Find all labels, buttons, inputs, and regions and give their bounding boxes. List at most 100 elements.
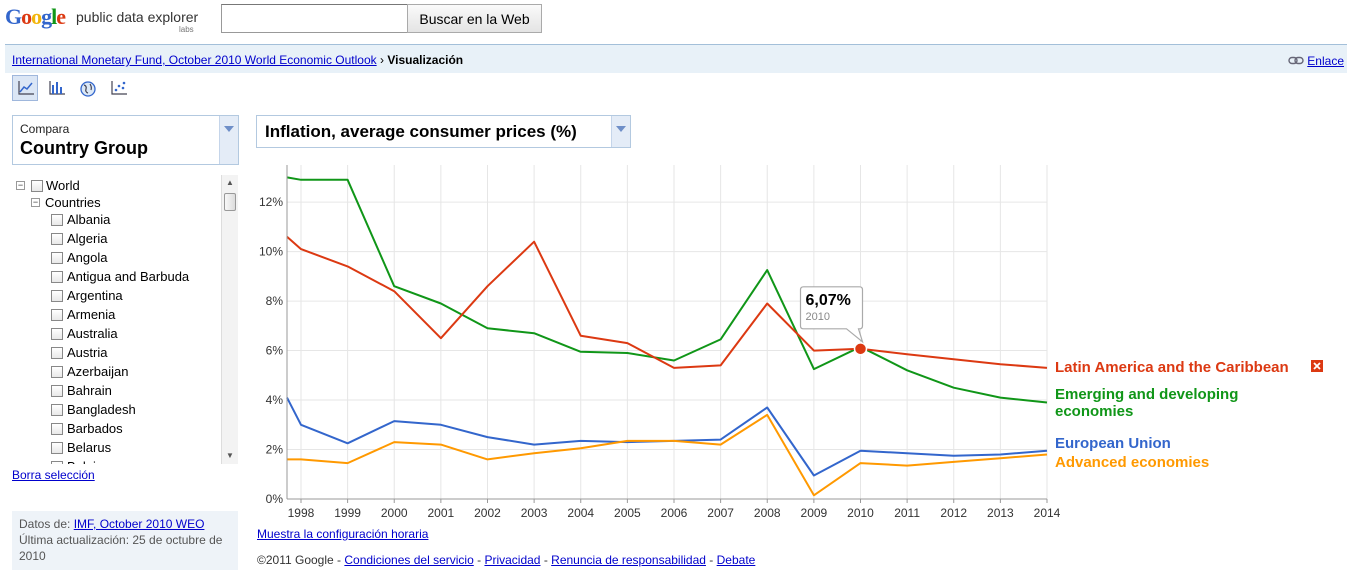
x-tick-label: 1999 [334, 506, 361, 520]
legend-label[interactable]: European Union [1055, 435, 1171, 452]
x-tick-label: 2002 [474, 506, 501, 520]
data-source-link[interactable]: IMF, October 2010 WEO [73, 517, 205, 531]
y-tick-label: 2% [266, 443, 284, 457]
tooltip-year: 2010 [805, 311, 829, 323]
tree-label-country[interactable]: Bahrain [67, 383, 112, 398]
chevron-down-icon[interactable] [611, 116, 630, 147]
x-tick-label: 2005 [614, 506, 641, 520]
compare-value: Country Group [20, 138, 148, 158]
footer-separator: - [477, 553, 482, 567]
tree-label-country[interactable]: Bangladesh [67, 402, 136, 417]
scroll-thumb[interactable] [224, 193, 236, 211]
x-tick-label: 2013 [987, 506, 1014, 520]
checkbox-country[interactable] [51, 385, 63, 397]
checkbox-country[interactable] [51, 252, 63, 264]
tree-label-country[interactable]: Angola [67, 250, 108, 265]
bar-chart-icon [49, 81, 65, 95]
data-source-box: Datos de: IMF, October 2010 WEO Última a… [12, 511, 238, 570]
compare-dropdown[interactable]: Compara Country Group [12, 115, 239, 165]
x-tick-label: 2009 [801, 506, 828, 520]
link-button[interactable]: Enlace [1288, 54, 1344, 68]
tree-label-country[interactable]: Antigua and Barbuda [67, 269, 190, 284]
tree-label-country[interactable]: Armenia [67, 307, 116, 322]
checkbox-country[interactable] [51, 423, 63, 435]
legend-label[interactable]: Emerging and developing economies [1055, 386, 1238, 420]
line-chart-button[interactable] [12, 75, 38, 101]
checkbox-country[interactable] [51, 442, 63, 454]
bubble-chart-button[interactable] [105, 75, 131, 101]
tree-label-country[interactable]: Belarus [67, 440, 112, 455]
entity-tree: − World − Countries Albania Algeria Angola… [12, 175, 238, 464]
series-line[interactable] [286, 235, 1048, 369]
tree-label-country[interactable]: Albania [67, 212, 111, 227]
breadcrumb-current: Visualización [387, 53, 464, 67]
chain-link-icon [1288, 56, 1304, 68]
tree-label-world: World [46, 178, 80, 193]
tooltip-box [799, 286, 864, 344]
disclaimer-link[interactable]: Renuncia de responsabilidad [551, 553, 706, 567]
map-button[interactable] [74, 75, 100, 101]
tree-label-country[interactable]: Belgium [67, 459, 114, 464]
legend-label[interactable]: Advanced economies [1055, 454, 1209, 471]
link-label[interactable]: Enlace [1307, 54, 1344, 68]
x-tick-label: 2010 [847, 506, 874, 520]
x-tick-label: 2006 [661, 506, 688, 520]
close-icon[interactable] [1313, 362, 1321, 370]
legend-label[interactable]: Latin America and the Caribbean [1055, 359, 1289, 376]
tree-scrollbar[interactable]: ▲ ▼ [221, 175, 238, 464]
collapse-icon[interactable]: − [31, 197, 40, 207]
highlight-point[interactable] [853, 342, 868, 356]
clear-selection-link[interactable]: Borra selección [12, 468, 95, 482]
checkbox-country[interactable] [51, 309, 63, 321]
tree-label-country[interactable]: Azerbaijan [67, 364, 129, 379]
checkbox-country[interactable] [51, 271, 63, 283]
logo-wordmark: Google [5, 4, 66, 29]
footer-separator: - [543, 553, 548, 567]
checkbox-country[interactable] [51, 366, 63, 378]
time-config-link[interactable]: Muestra la configuración horaria [257, 527, 429, 541]
plot-area [287, 165, 1047, 499]
tree-label-country[interactable]: Algeria [67, 231, 108, 246]
checkbox-country[interactable] [51, 233, 63, 245]
series-line[interactable] [286, 176, 1048, 404]
google-logo[interactable]: Google public data explorer labs [5, 4, 198, 34]
scroll-up-icon[interactable]: ▲ [226, 178, 234, 187]
scroll-down-icon[interactable]: ▼ [226, 451, 234, 460]
y-tick-label: 4% [266, 393, 284, 407]
metric-dropdown[interactable]: Inflation, average consumer prices (%) [256, 115, 631, 148]
legend-item[interactable]: European Union [1055, 435, 1171, 452]
tree-label-countries: Countries [45, 195, 101, 210]
legend-label-line: Emerging and developing [1055, 386, 1238, 403]
breadcrumb-source-link[interactable]: International Monetary Fund, October 201… [12, 53, 377, 67]
search-button[interactable]: Buscar en la Web [407, 4, 542, 33]
tree-label-country[interactable]: Australia [67, 326, 118, 341]
checkbox-country[interactable] [51, 214, 63, 226]
series-line[interactable] [287, 413, 1048, 497]
checkbox-country[interactable] [51, 347, 63, 359]
tree-label-country[interactable]: Barbados [67, 421, 123, 436]
discuss-link[interactable]: Debate [716, 553, 756, 567]
checkbox-country[interactable] [51, 461, 63, 464]
collapse-icon[interactable]: − [16, 180, 25, 190]
checkbox-world[interactable] [31, 180, 43, 192]
y-tick-label: 0% [266, 492, 284, 506]
chevron-down-icon[interactable] [219, 116, 238, 164]
tree-label-country[interactable]: Argentina [67, 288, 123, 303]
privacy-link[interactable]: Privacidad [484, 553, 541, 567]
legend-item[interactable]: Emerging and developing economies [1055, 386, 1238, 420]
breadcrumb: International Monetary Fund, October 201… [12, 53, 463, 67]
legend-item[interactable]: Latin America and the Caribbean [1055, 359, 1323, 376]
x-tick-label: 2007 [707, 506, 734, 520]
checkbox-country[interactable] [51, 404, 63, 416]
x-tick-label: 2003 [521, 506, 548, 520]
last-updated: Última actualización: 25 de octubre de 2… [19, 533, 223, 563]
search-input[interactable] [221, 4, 408, 33]
checkbox-country[interactable] [51, 290, 63, 302]
terms-link[interactable]: Condiciones del servicio [344, 553, 474, 567]
legend-item[interactable]: Advanced economies [1055, 454, 1209, 471]
bar-chart-button[interactable] [43, 75, 69, 101]
breadcrumb-bar: International Monetary Fund, October 201… [5, 44, 1347, 73]
y-tick-label: 10% [259, 245, 283, 259]
checkbox-country[interactable] [51, 328, 63, 340]
tree-label-country[interactable]: Austria [67, 345, 108, 360]
